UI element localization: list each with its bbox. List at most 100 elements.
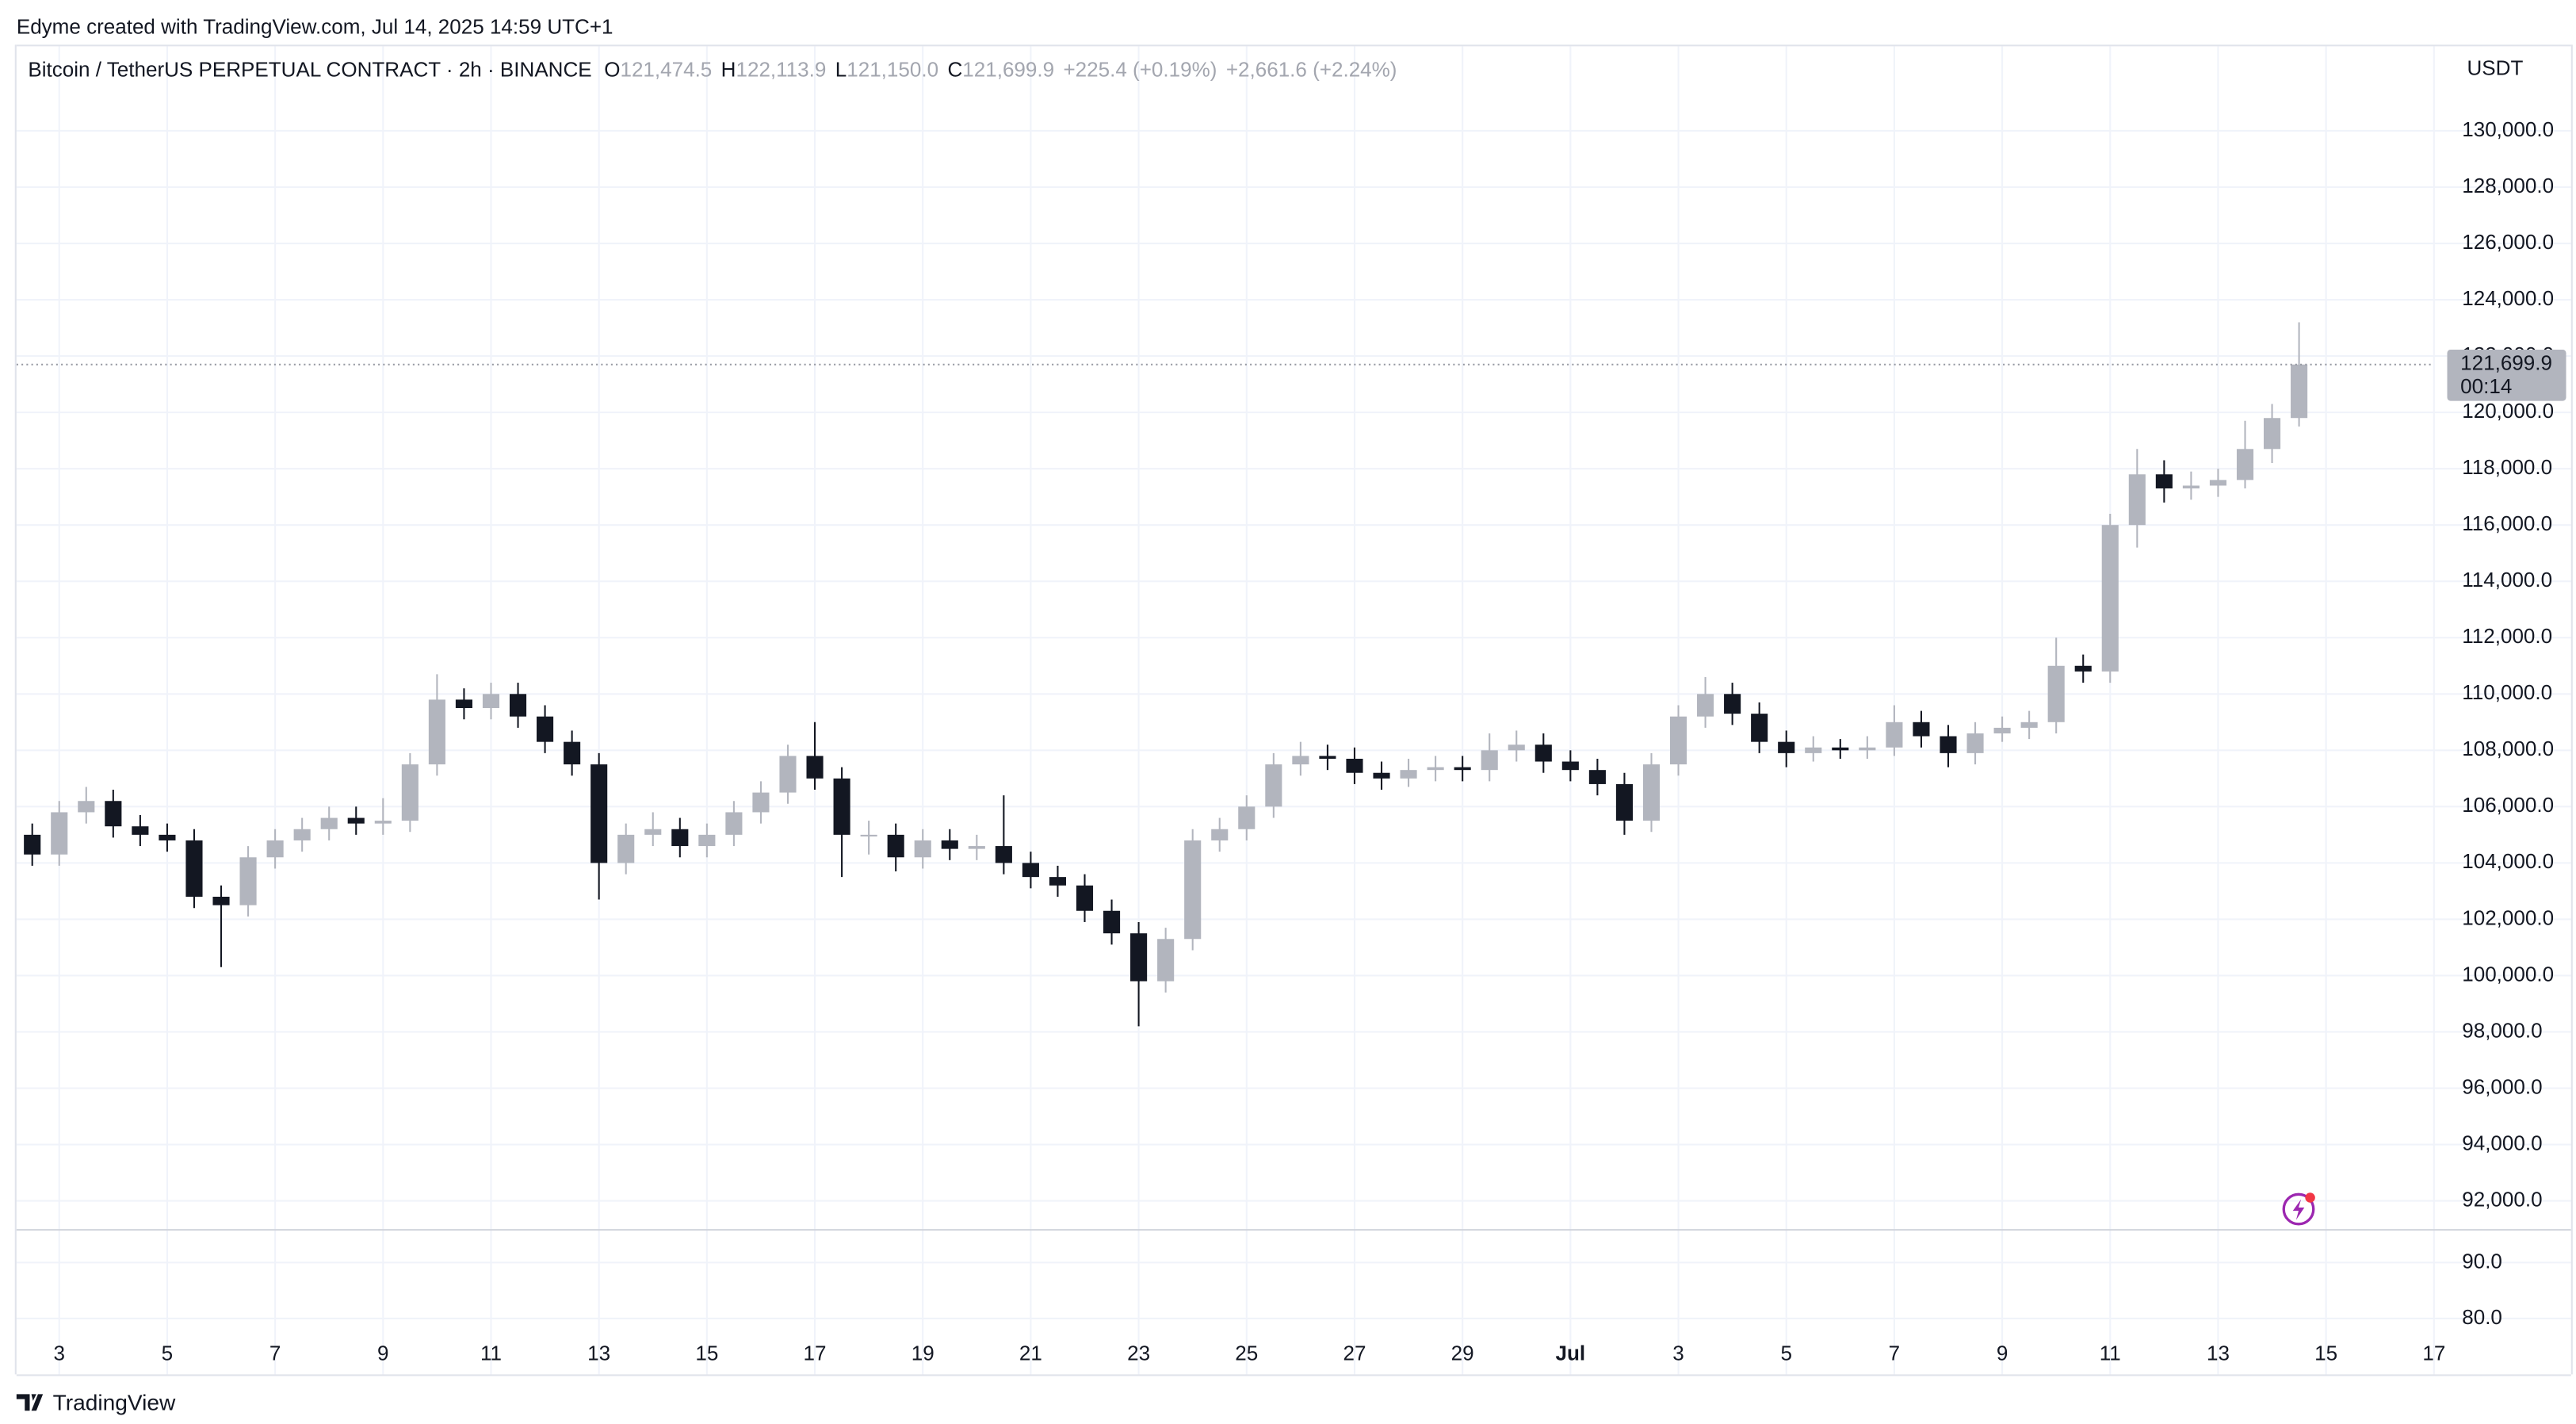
y-tick-label: 130,000.0 [2462, 117, 2554, 141]
candle-body [266, 840, 284, 858]
y-tick-label: 106,000.0 [2462, 793, 2554, 817]
candles [16, 322, 2434, 1027]
candle-body [2155, 474, 2173, 489]
legend-c-key: C [947, 58, 962, 82]
candle-body [482, 694, 500, 709]
candle-body [1724, 694, 1741, 714]
candle-body [1292, 756, 1309, 765]
candle-body [1697, 694, 1714, 717]
grid [16, 46, 2571, 1375]
x-tick-label: 19 [912, 1341, 934, 1365]
x-tick-label: 25 [1235, 1341, 1258, 1365]
candle-body [564, 741, 581, 765]
x-tick-label: 27 [1343, 1341, 1366, 1365]
candle-body [1832, 747, 1849, 751]
candle-body [293, 829, 311, 840]
candle-body [185, 840, 203, 897]
candle-body [2128, 474, 2146, 526]
candle-body [1400, 770, 1417, 779]
x-tick-label: 15 [695, 1341, 718, 1365]
candle-body [1778, 741, 1795, 753]
legend-c-value: 121,699.9 [962, 58, 1054, 82]
y-tick-label: 92,000.0 [2462, 1187, 2542, 1211]
candle-body [1535, 745, 1552, 762]
candle-body [725, 812, 743, 835]
legend-l-key: L [835, 58, 847, 82]
candle-body [239, 857, 257, 905]
brand-logo: TradingView [16, 1390, 176, 1414]
x-tick-label: 3 [53, 1341, 64, 1365]
candle-body [320, 817, 338, 829]
candle-body [1993, 727, 2011, 734]
y-tick-label: 118,000.0 [2462, 455, 2552, 479]
candle-body [995, 846, 1012, 863]
candle-body [2182, 485, 2200, 489]
candle-body [2209, 480, 2227, 486]
candle-body [1481, 750, 1498, 771]
candle-body [1211, 829, 1229, 840]
alert-dot[interactable] [2305, 1192, 2315, 1203]
candle-body [941, 840, 958, 849]
x-tick-label: 15 [2314, 1341, 2337, 1365]
x-tick-label: 5 [1780, 1341, 1791, 1365]
candle-body [428, 699, 445, 765]
y2-tick-label: 80.0 [2462, 1305, 2502, 1329]
y-tick-label: 100,000.0 [2462, 962, 2554, 986]
candle-body [698, 834, 716, 847]
candle-body [1076, 885, 1094, 911]
candle-body [806, 756, 824, 779]
candle-body [51, 812, 68, 855]
candle-body [1669, 716, 1687, 765]
candle-body [455, 699, 472, 709]
y-tick-label: 98,000.0 [2462, 1018, 2542, 1042]
candle-body [347, 817, 365, 824]
y-tick-label: 104,000.0 [2462, 849, 2554, 873]
last-price-box [2447, 349, 2566, 401]
legend-change: +225.4 (+0.19%) [1063, 58, 1217, 82]
alert-ring[interactable] [2282, 1192, 2315, 1226]
candle-body [644, 829, 662, 835]
candle-body [2236, 449, 2254, 480]
candle-body [2020, 722, 2038, 728]
x-tick-label: 9 [377, 1341, 388, 1365]
candle-body [2263, 418, 2281, 450]
candle-body [1265, 764, 1282, 807]
legend-o-key: O [604, 58, 620, 82]
candle-body [1022, 863, 1039, 878]
x-tick-label: 9 [1997, 1341, 2008, 1365]
brand-icon [16, 1394, 44, 1411]
candle-body [1859, 747, 1876, 751]
y-tick-label: 96,000.0 [2462, 1074, 2542, 1098]
y-tick-label: 124,000.0 [2462, 286, 2554, 310]
x-tick-label: 3 [1672, 1341, 1684, 1365]
brand-name: TradingView [53, 1390, 176, 1414]
candle-body [2047, 665, 2065, 722]
candle-body [2291, 364, 2308, 419]
currency: USDT [2467, 56, 2524, 79]
legend-h-key: H [721, 58, 736, 82]
candle-body [509, 694, 527, 717]
candle-body [212, 896, 230, 905]
x-tick-label: 5 [162, 1341, 173, 1365]
alert-bolt[interactable] [2292, 1199, 2305, 1220]
x-tick-label: 17 [2422, 1341, 2445, 1365]
candle-body [1454, 767, 1471, 771]
candle-body [752, 792, 770, 813]
candle-body [78, 801, 95, 813]
candle-body [105, 801, 122, 827]
candle-body [374, 821, 392, 824]
x-tick-label: 21 [1019, 1341, 1042, 1365]
legend: Bitcoin / TetherUS PERPETUAL CONTRACT · … [28, 58, 1397, 82]
candle-body [1805, 747, 1822, 753]
candle-body [1561, 761, 1579, 771]
candle-body [1508, 745, 1525, 751]
y-tick-label: 120,000.0 [2462, 399, 2554, 423]
y-tick-label: 110,000.0 [2462, 680, 2552, 704]
x-tick-label: 17 [804, 1341, 827, 1365]
alert-icon[interactable] [2282, 1192, 2315, 1226]
x-tick-label: 13 [587, 1341, 610, 1365]
y-tick-label: 126,000.0 [2462, 230, 2554, 254]
x-tick-label: 7 [1889, 1341, 1900, 1365]
